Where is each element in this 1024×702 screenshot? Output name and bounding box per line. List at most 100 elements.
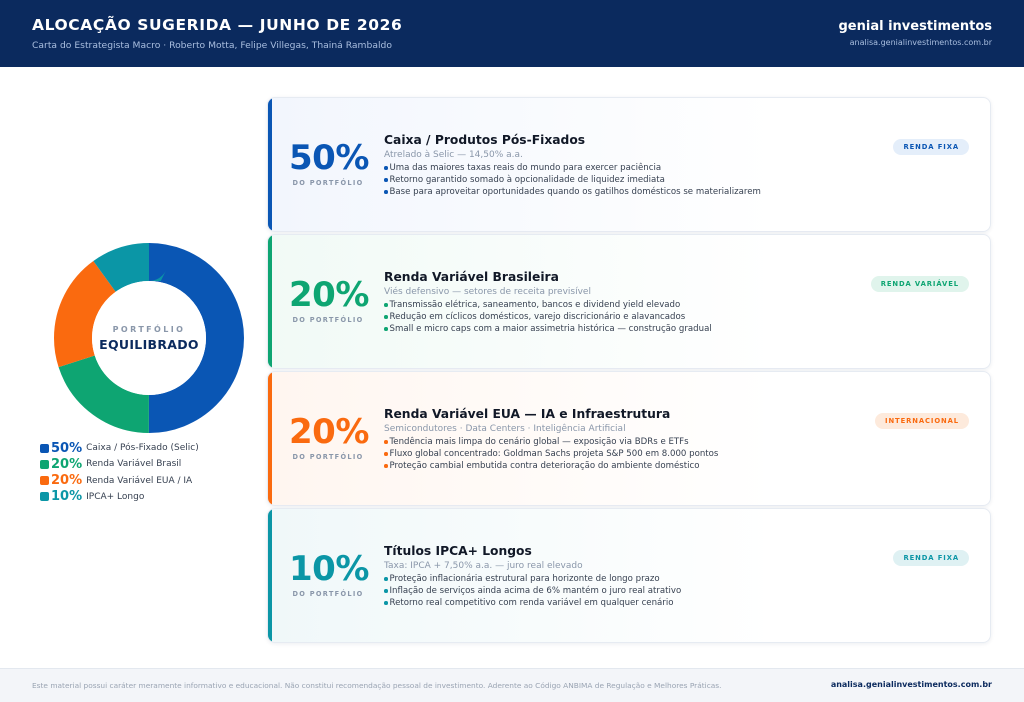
category-badge: RENDA FIXA <box>893 550 969 566</box>
card-bullet: Proteção inflacionária estrutural para h… <box>384 573 681 585</box>
legend-percent: 20% <box>51 456 83 472</box>
card-bullet: Proteção cambial embutida contra deterio… <box>384 460 718 472</box>
bullet-dot-icon <box>384 601 388 605</box>
card-subtitle: Atrelado à Selic — 14,50% a.a. <box>384 150 523 160</box>
card-title: Caixa / Produtos Pós-Fixados <box>384 133 586 147</box>
bullet-dot-icon <box>384 440 388 444</box>
legend-item: 10% IPCA+ Longo <box>40 489 260 505</box>
donut-svg <box>54 243 244 433</box>
category-badge: INTERNACIONAL <box>875 413 969 429</box>
donut-caption: PORTFÓLIO <box>112 325 186 334</box>
bullet-text: Fluxo global concentrado: Goldman Sachs … <box>389 449 719 460</box>
card-accent-bar <box>268 98 272 231</box>
card-bullet: Retorno garantido somado à opcionalidade… <box>384 174 761 186</box>
bullet-text: Inflação de serviços ainda acima de 6% m… <box>389 586 682 597</box>
bullet-dot-icon <box>384 303 388 307</box>
card-accent-bar <box>268 235 272 368</box>
bullet-text: Retorno garantido somado à opcionalidade… <box>389 175 665 186</box>
donut-label: EQUILIBRADO <box>99 337 199 352</box>
card-percent-caption: DO PORTFÓLIO <box>292 179 364 187</box>
card-title: Renda Variável EUA — IA e Infraestrutura <box>384 407 671 421</box>
legend-label: Caixa / Pós-Fixado (Selic) <box>86 443 199 453</box>
card-bullet: Retorno real competitivo com renda variá… <box>384 597 681 609</box>
bullet-text: Retorno real competitivo com renda variá… <box>389 598 674 609</box>
bullet-dot-icon <box>384 589 388 593</box>
chart-legend: 50% Caixa / Pós-Fixado (Selic) 20% Renda… <box>40 440 260 505</box>
bullet-dot-icon <box>384 190 388 194</box>
card-bullet: Tendência mais limpa do cenário global —… <box>384 436 718 448</box>
legend-swatch <box>40 459 49 469</box>
bullet-text: Proteção inflacionária estrutural para h… <box>389 574 660 584</box>
bullet-text: Transmissão elétrica, saneamento, bancos… <box>389 300 681 310</box>
card-bullet: Redução em cíclicos domésticos, varejo d… <box>384 311 712 323</box>
donut-slice-3 <box>54 243 244 433</box>
card-bullet-list: Proteção inflacionária estrutural para h… <box>384 573 681 609</box>
bullet-text: Tendência mais limpa do cenário global —… <box>389 437 689 447</box>
page-subtitle: Carta do Estrategista Macro · Roberto Mo… <box>32 40 392 51</box>
card-accent-bar <box>268 372 272 505</box>
bullet-text: Uma das maiores taxas reais do mundo par… <box>389 163 662 173</box>
card-percent: 20% <box>289 275 369 315</box>
bullet-dot-icon <box>384 327 388 331</box>
category-badge: RENDA FIXA <box>893 139 969 155</box>
legend-item: 20% Renda Variável EUA / IA <box>40 473 260 489</box>
card-bullet: Fluxo global concentrado: Goldman Sachs … <box>384 448 718 460</box>
donut-center: PORTFÓLIO EQUILIBRADO <box>52 241 246 435</box>
legend-label: Renda Variável EUA / IA <box>86 475 193 486</box>
allocation-card-rv-brasil: 20% DO PORTFÓLIO Renda Variável Brasilei… <box>267 234 991 369</box>
bullet-text: Proteção cambial embutida contra deterio… <box>389 461 700 472</box>
card-percent-caption: DO PORTFÓLIO <box>292 590 364 598</box>
bullet-text: Small e micro caps com a maior assimetri… <box>389 324 712 335</box>
card-bullet-list: Transmissão elétrica, saneamento, bancos… <box>384 299 712 335</box>
bullet-dot-icon <box>384 166 388 170</box>
card-subtitle: Taxa: IPCA + 7,50% a.a. — juro real elev… <box>384 561 583 571</box>
bullet-dot-icon <box>384 178 388 182</box>
allocation-card-caixa: 50% DO PORTFÓLIO Caixa / Produtos Pós-Fi… <box>267 97 991 232</box>
card-bullet: Small e micro caps com a maior assimetri… <box>384 323 712 335</box>
donut-slice-2 <box>54 243 244 433</box>
donut-hole <box>92 281 206 395</box>
bullet-dot-icon <box>384 464 388 468</box>
page-footer: Este material possui caráter meramente i… <box>0 668 1024 702</box>
card-title: Títulos IPCA+ Longos <box>384 544 532 558</box>
card-percent: 10% <box>289 549 369 589</box>
card-bullet-list: Tendência mais limpa do cenário global —… <box>384 436 718 472</box>
card-subtitle: Semicondutores · Data Centers · Inteligê… <box>384 424 626 434</box>
card-bullet: Transmissão elétrica, saneamento, bancos… <box>384 299 712 311</box>
card-title: Renda Variável Brasileira <box>384 270 559 284</box>
bullet-dot-icon <box>384 452 388 456</box>
brand-url[interactable]: analisa.genialinvestimentos.com.br <box>849 38 992 47</box>
legend-percent: 50% <box>51 440 83 456</box>
bullet-dot-icon <box>384 315 388 319</box>
bullet-text: Base para aproveitar oportunidades quand… <box>389 187 761 198</box>
legend-swatch <box>40 492 49 502</box>
card-bullet: Inflação de serviços ainda acima de 6% m… <box>384 585 681 597</box>
card-bullet: Uma das maiores taxas reais do mundo par… <box>384 162 761 174</box>
category-badge: RENDA VARIÁVEL <box>870 276 969 292</box>
bullet-text: Redução em cíclicos domésticos, varejo d… <box>389 312 686 323</box>
card-percent: 50% <box>289 138 369 178</box>
allocation-card-rv-eua: 20% DO PORTFÓLIO Renda Variável EUA — IA… <box>267 371 991 506</box>
allocation-donut-chart: PORTFÓLIO EQUILIBRADO <box>52 241 246 435</box>
card-percent-caption: DO PORTFÓLIO <box>292 316 364 324</box>
legend-percent: 10% <box>51 489 83 505</box>
card-bullet: Base para aproveitar oportunidades quand… <box>384 186 761 198</box>
footer-disclaimer: Este material possui caráter meramente i… <box>32 681 722 690</box>
card-subtitle: Viés defensivo — setores de receita prev… <box>384 287 591 297</box>
card-percent-caption: DO PORTFÓLIO <box>292 453 364 461</box>
legend-label: IPCA+ Longo <box>86 491 145 502</box>
legend-item: 20% Renda Variável Brasil <box>40 456 260 472</box>
page-header: ALOCAÇÃO SUGERIDA — JUNHO DE 2026 Carta … <box>0 0 1024 67</box>
card-percent: 20% <box>289 412 369 452</box>
card-accent-bar <box>268 509 272 642</box>
legend-swatch <box>40 476 49 486</box>
legend-label: Renda Variável Brasil <box>86 459 182 470</box>
legend-swatch <box>40 443 49 453</box>
card-bullet-list: Uma das maiores taxas reais do mundo par… <box>384 162 761 198</box>
legend-percent: 20% <box>51 473 83 489</box>
bullet-dot-icon <box>384 577 388 581</box>
brand-logo: genial investimentos <box>838 19 993 34</box>
page-title: ALOCAÇÃO SUGERIDA — JUNHO DE 2026 <box>32 16 403 34</box>
allocation-card-ipca: 10% DO PORTFÓLIO Títulos IPCA+ Longos Ta… <box>267 508 991 643</box>
footer-link[interactable]: analisa.genialinvestimentos.com.br <box>830 680 992 689</box>
